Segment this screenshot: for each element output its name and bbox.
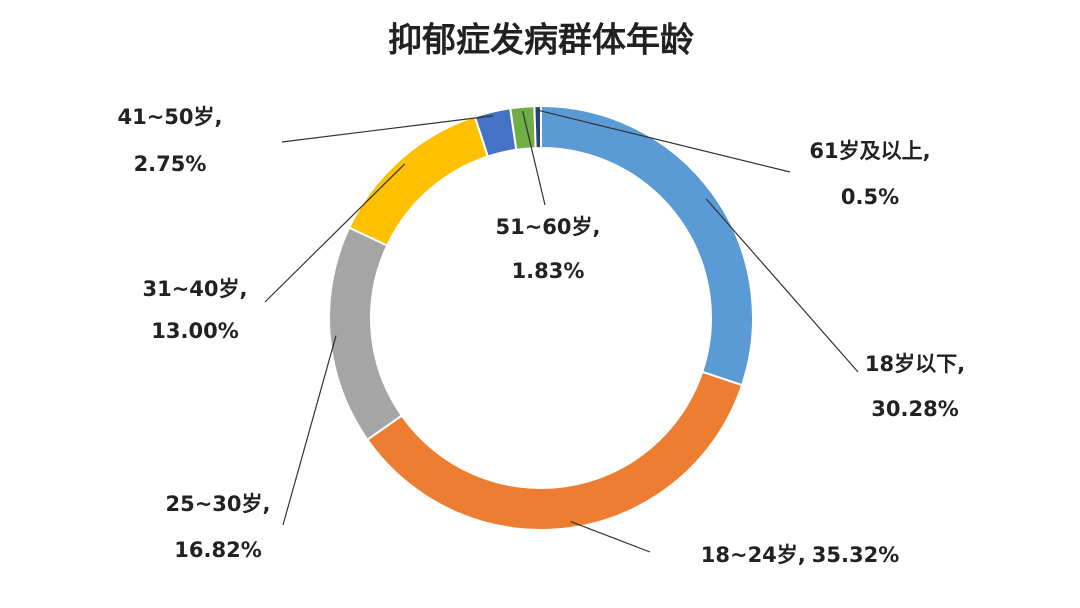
value-label: 1.83% <box>512 259 585 283</box>
slice <box>533 104 542 150</box>
category-label: 31~40岁, <box>142 277 247 301</box>
chart-title: 抑郁症发病群体年龄 <box>388 21 694 61</box>
leader-line <box>282 335 337 526</box>
value-label: 35.32% <box>812 543 899 567</box>
value-label: 2.75% <box>134 152 207 176</box>
category-label: 18岁以下, <box>865 352 965 376</box>
category-label: 25~30岁, <box>165 492 270 516</box>
leader-line <box>705 198 859 373</box>
leader-line <box>570 520 651 553</box>
leader-line <box>537 109 791 173</box>
value-label: 13.00% <box>151 319 238 343</box>
leader-line <box>522 110 546 206</box>
value-label: 30.28% <box>871 397 958 421</box>
value-label: 0.5% <box>841 185 899 209</box>
data-label: 18~24岁, 35.32% <box>701 543 900 567</box>
category-label: 18~24岁, <box>701 543 806 567</box>
category-label: 61岁及以上, <box>809 139 930 163</box>
category-label: 51~60岁, <box>495 215 600 239</box>
leader-line <box>264 163 406 303</box>
leader-line <box>281 115 494 143</box>
category-label: 41~50岁, <box>117 105 222 129</box>
value-label: 16.82% <box>174 538 261 562</box>
